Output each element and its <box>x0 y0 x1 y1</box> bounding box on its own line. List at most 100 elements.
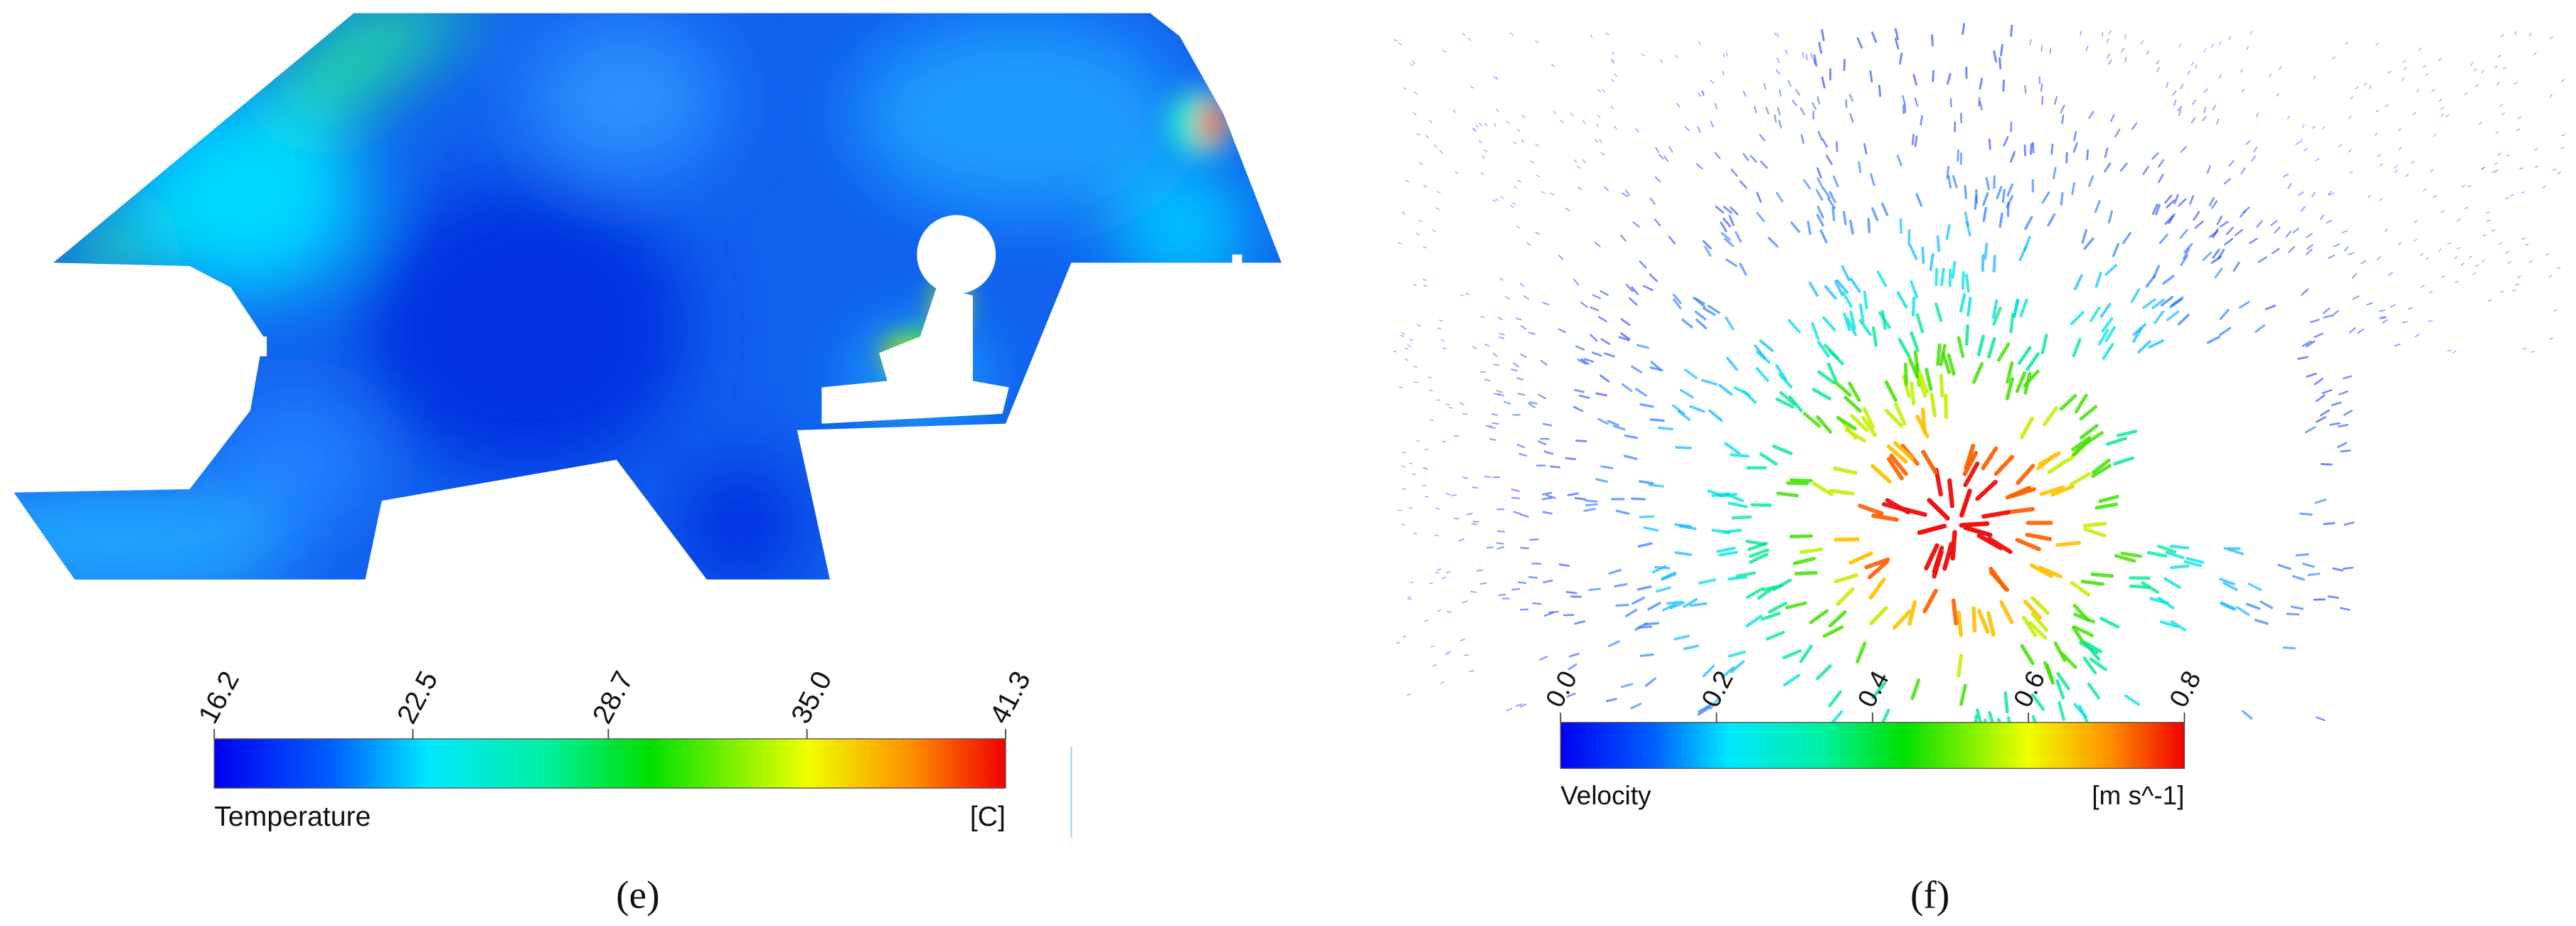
vector <box>1644 677 1656 687</box>
vector <box>1620 683 1634 688</box>
vector <box>1489 437 1496 441</box>
vector <box>2105 437 2127 446</box>
vector <box>1639 403 1654 408</box>
vector <box>1708 409 1723 422</box>
vector <box>2159 620 2178 629</box>
vector <box>1963 525 1993 538</box>
vector <box>1786 481 1809 486</box>
vector <box>1575 440 1587 442</box>
vector <box>2029 563 2054 578</box>
vector <box>2394 165 2398 169</box>
vector <box>1409 339 1414 341</box>
vector <box>1849 310 1856 330</box>
vector <box>1917 523 1947 536</box>
vector <box>2219 309 2230 320</box>
vector <box>1536 174 1540 178</box>
vector <box>2331 56 2336 60</box>
vector <box>1750 503 1772 507</box>
vector <box>1409 63 1414 66</box>
vector <box>1553 110 1557 115</box>
vector <box>1540 191 1545 194</box>
vector <box>1816 167 1822 179</box>
vector <box>1605 698 1617 703</box>
vector <box>2088 110 2095 119</box>
vector <box>2130 288 2141 303</box>
vector <box>2338 144 2342 147</box>
vector <box>1459 402 1464 405</box>
vector <box>1565 591 1577 595</box>
vector <box>2148 339 2164 349</box>
vector <box>2223 582 2238 592</box>
vector <box>2220 601 2237 610</box>
vector <box>1614 73 1617 77</box>
vector <box>2342 375 2353 380</box>
vector <box>2254 618 2269 625</box>
vector <box>2397 128 2402 132</box>
vector <box>1577 358 1587 365</box>
vector <box>1442 49 1447 53</box>
vector <box>2053 641 2067 662</box>
vector <box>1942 541 1954 571</box>
vector <box>1591 351 1602 357</box>
vector <box>2380 316 2388 319</box>
vector <box>1878 85 1882 97</box>
vector <box>2073 612 2096 624</box>
vector <box>1898 506 1927 517</box>
vector <box>1871 681 1887 700</box>
vector <box>1649 366 1664 372</box>
vector <box>1959 683 1967 706</box>
vector <box>1529 538 1539 541</box>
vector <box>2055 541 2081 547</box>
vector <box>1825 154 1833 165</box>
vector <box>1583 358 1595 363</box>
vector <box>2549 36 2553 39</box>
vector <box>2203 88 2208 93</box>
vector <box>2328 254 2336 259</box>
vector <box>2343 246 2349 252</box>
vector <box>1425 134 1430 139</box>
vector <box>1735 230 1742 243</box>
vector <box>2328 192 2334 196</box>
vector <box>2338 390 2348 395</box>
vector <box>1996 342 2011 362</box>
vector <box>1775 69 1780 75</box>
vector <box>1595 478 1608 483</box>
vector <box>1577 186 1582 191</box>
vector <box>2108 59 2112 65</box>
vector <box>1493 75 1496 80</box>
vector <box>2314 498 2327 504</box>
vector <box>1560 119 1564 123</box>
vector <box>1424 448 1429 450</box>
vector <box>2056 671 2070 691</box>
vector <box>2000 43 2003 56</box>
vector <box>1676 102 1681 107</box>
vector <box>2208 196 2215 206</box>
vector <box>2394 344 2401 347</box>
vector <box>2495 169 2499 173</box>
vector <box>1558 255 1564 260</box>
vector <box>2475 264 2479 267</box>
vector <box>2049 47 2052 54</box>
vector <box>1775 191 1784 203</box>
vector <box>1481 155 1485 159</box>
vector <box>2173 193 2179 205</box>
vector <box>1605 32 1609 36</box>
vector <box>2090 572 2114 578</box>
vector <box>2348 327 2356 334</box>
vector <box>2088 175 2095 187</box>
vector <box>2203 107 2206 113</box>
vector <box>1867 218 1871 233</box>
vector <box>1841 291 1853 308</box>
vector <box>2414 220 2418 223</box>
vector <box>1624 434 1639 440</box>
vector <box>1566 692 1576 698</box>
vector <box>1913 350 1920 373</box>
temperature-contour <box>14 13 1282 580</box>
vector <box>1833 175 1839 188</box>
vector <box>2079 405 2098 421</box>
vector <box>2119 162 2128 172</box>
vector <box>2319 214 2325 220</box>
vector <box>1520 353 1527 358</box>
vector <box>2151 298 2165 309</box>
